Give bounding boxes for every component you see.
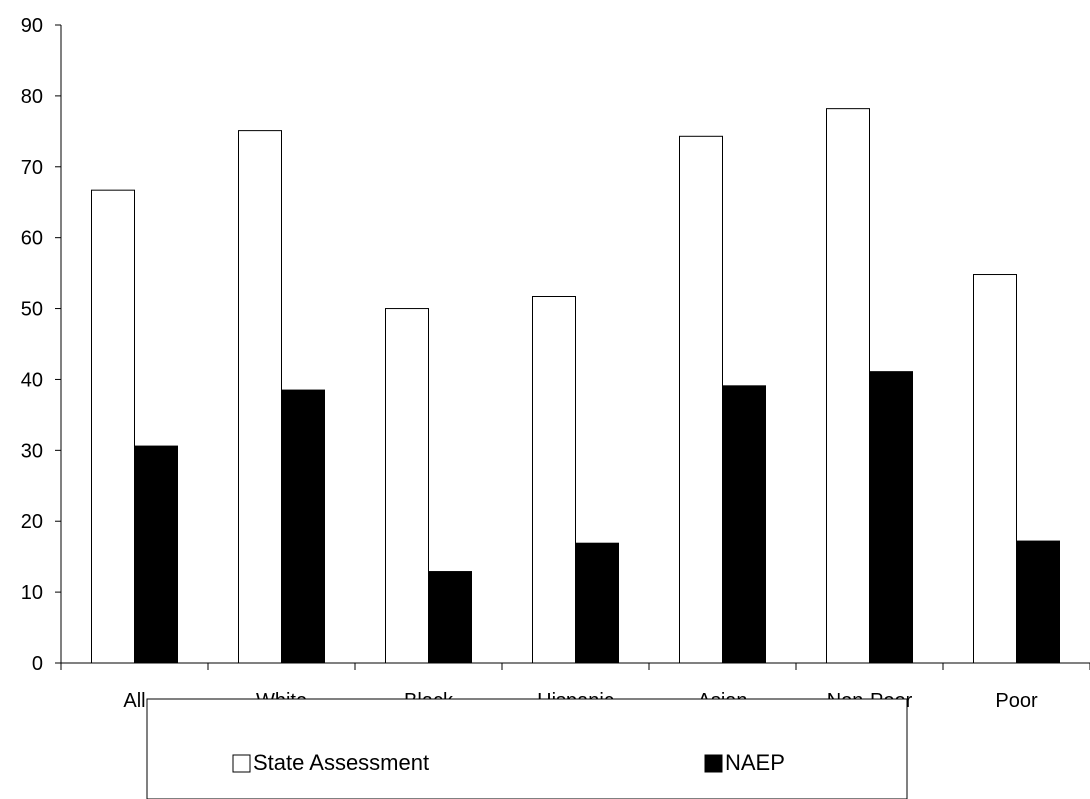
y-tick-label: 70 [21, 157, 43, 179]
bar-naep-asian [722, 385, 766, 664]
bar-naep-hispanic [575, 542, 619, 664]
bar-naep-white [281, 389, 325, 664]
y-tick-label: 0 [32, 653, 43, 675]
y-tick-label: 80 [21, 86, 43, 108]
bar-state-assessment-asian [679, 135, 723, 664]
x-tick-label: All [123, 690, 145, 712]
bar-state-assessment-black [385, 308, 429, 664]
bar-naep-all [134, 445, 178, 664]
y-tick-label: 40 [21, 369, 43, 391]
legend-label-state-assessment: State Assessment [253, 750, 429, 775]
bar-state-assessment-poor [973, 274, 1017, 664]
legend-swatch-naep [704, 754, 723, 773]
legend: State Assessment NAEP [146, 698, 908, 799]
y-tick-label: 30 [21, 440, 43, 462]
y-tick-label: 10 [21, 582, 43, 604]
legend-label-naep: NAEP [725, 750, 785, 775]
bar-naep-non-poor [869, 371, 913, 664]
y-tick-label: 20 [21, 511, 43, 533]
x-tick-label: Poor [995, 690, 1038, 712]
legend-swatch-state-assessment [232, 754, 251, 773]
bar-state-assessment-non-poor [826, 108, 870, 664]
y-ticks-group: 0 10 20 30 40 50 60 70 80 90 [21, 15, 61, 675]
bar-naep-poor [1016, 540, 1060, 664]
bar-naep-black [428, 571, 472, 664]
bar-state-assessment-white [238, 130, 282, 664]
y-tick-label: 60 [21, 228, 43, 250]
bars-group [91, 108, 1060, 664]
legend-box [146, 698, 908, 799]
y-tick-label: 50 [21, 299, 43, 321]
bar-state-assessment-all [91, 189, 135, 664]
y-tick-label: 90 [21, 15, 43, 37]
bar-state-assessment-hispanic [532, 296, 576, 664]
